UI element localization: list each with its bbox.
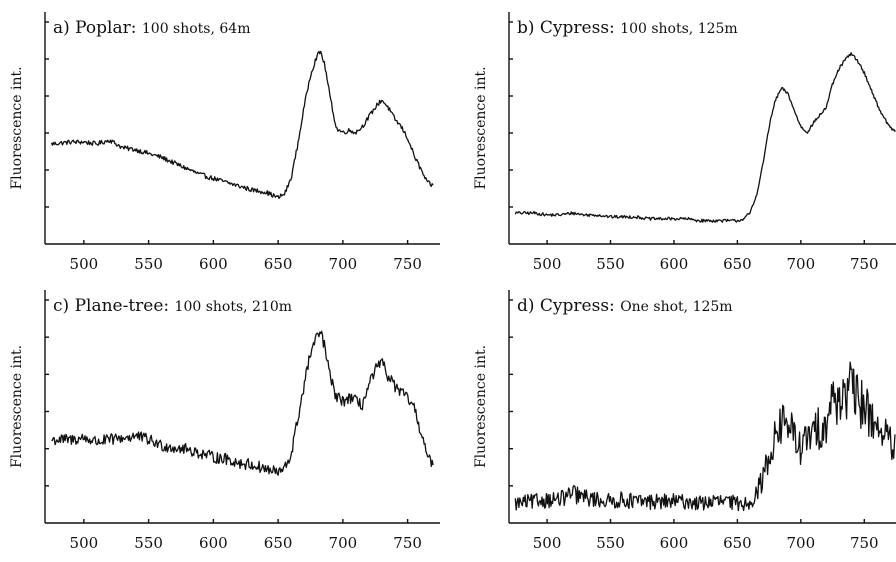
x-tick-label: 600 (660, 534, 689, 552)
panel-title-text: Plane-tree: (75, 296, 175, 316)
y-axis-label: Fluorescence int. (473, 345, 489, 468)
x-tick-label: 650 (723, 255, 752, 273)
y-axis-label: Fluorescence int. (473, 66, 489, 189)
x-tick-label: 700 (787, 534, 816, 552)
x-tick-label: 600 (199, 534, 228, 552)
panel-subtitle: One shot, 125m (620, 299, 732, 315)
panel-subtitle: 100 shots, 64m (142, 21, 251, 37)
x-tick-label: 500 (533, 534, 562, 552)
panel-label: b) (517, 18, 540, 38)
spectrum-line (51, 330, 434, 476)
x-tick-label: 500 (70, 534, 99, 552)
chart-panel: 500 550 600 650 700 750 Fluorescence int. d) Cy… (473, 290, 896, 552)
x-tick-label: 550 (134, 255, 163, 273)
x-tick-label: 700 (329, 255, 358, 273)
spectrum-line (50, 50, 434, 200)
x-tick-label: 550 (134, 534, 163, 552)
panel-title: a) Poplar: 100 shots, 64m (53, 18, 250, 38)
spectrum-line (514, 52, 896, 223)
x-tick-label: 750 (850, 255, 879, 273)
panel-subtitle: 100 shots, 125m (620, 21, 738, 37)
panel-title-text: Cypress: (540, 296, 620, 316)
chart-panel: 500 550 600 650 700 750 Fluorescence int. c) Pl… (9, 290, 440, 552)
x-tick-label: 650 (723, 534, 752, 552)
x-tick-label: 650 (264, 534, 293, 552)
x-tick-label: 700 (787, 255, 816, 273)
x-tick-label: 750 (393, 255, 422, 273)
panel-label: d) (517, 296, 540, 316)
x-tick-label: 700 (329, 534, 358, 552)
y-axis-label: Fluorescence int. (9, 345, 25, 468)
panel-title: c) Plane-tree: 100 shots, 210m (53, 296, 292, 316)
x-tick-label: 550 (596, 534, 625, 552)
x-tick-label: 500 (533, 255, 562, 273)
x-tick-label: 750 (850, 534, 879, 552)
panel-title: b) Cypress: 100 shots, 125m (517, 18, 738, 38)
chart-panel: 500 550 600 650 700 750 Fluorescence int. a) Po… (9, 12, 440, 273)
x-tick-label: 600 (660, 255, 689, 273)
x-tick-label: 500 (70, 255, 99, 273)
x-tick-label: 750 (393, 534, 422, 552)
panel-title-text: Poplar: (75, 18, 142, 38)
x-tick-label: 650 (264, 255, 293, 273)
y-axis-label: Fluorescence int. (9, 66, 25, 189)
panel-label: a) (53, 18, 75, 38)
x-tick-label: 550 (596, 255, 625, 273)
chart-panel: 500 550 600 650 700 750 Fluorescence int. b) Cy… (473, 12, 896, 273)
x-tick-label: 600 (199, 255, 228, 273)
panel-subtitle: 100 shots, 210m (175, 299, 293, 315)
panel-title: d) Cypress: One shot, 125m (517, 296, 733, 316)
spectrum-line (514, 361, 896, 512)
panel-title-text: Cypress: (540, 18, 620, 38)
panel-label: c) (53, 296, 75, 316)
